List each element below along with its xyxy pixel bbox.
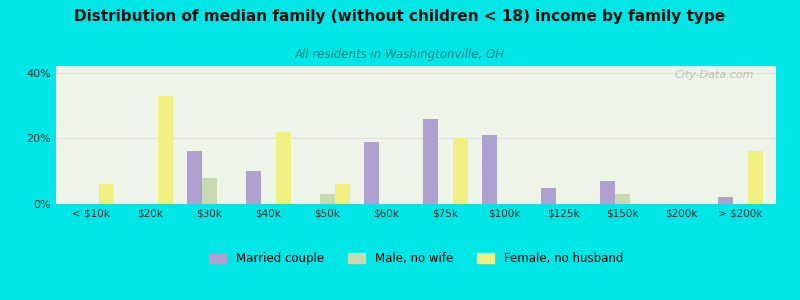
Bar	[320, 194, 335, 204]
Bar	[276, 132, 290, 204]
Bar	[335, 184, 350, 204]
Bar	[453, 138, 468, 204]
Legend: Married couple, Male, no wife, Female, no husband: Married couple, Male, no wife, Female, n…	[204, 248, 628, 270]
Text: City-Data.com: City-Data.com	[675, 70, 754, 80]
Bar	[542, 188, 556, 204]
Bar	[246, 171, 261, 204]
Bar	[158, 96, 173, 204]
Bar	[748, 152, 762, 204]
Bar	[187, 152, 202, 204]
Bar	[98, 184, 114, 204]
Bar	[601, 181, 615, 204]
Bar	[615, 194, 630, 204]
Bar	[482, 135, 497, 204]
Bar	[718, 197, 734, 204]
Bar	[423, 118, 438, 204]
Text: Distribution of median family (without children < 18) income by family type: Distribution of median family (without c…	[74, 9, 726, 24]
Bar	[202, 178, 217, 204]
Text: All residents in Washingtonville, OH: All residents in Washingtonville, OH	[295, 48, 505, 61]
Bar	[364, 142, 379, 204]
